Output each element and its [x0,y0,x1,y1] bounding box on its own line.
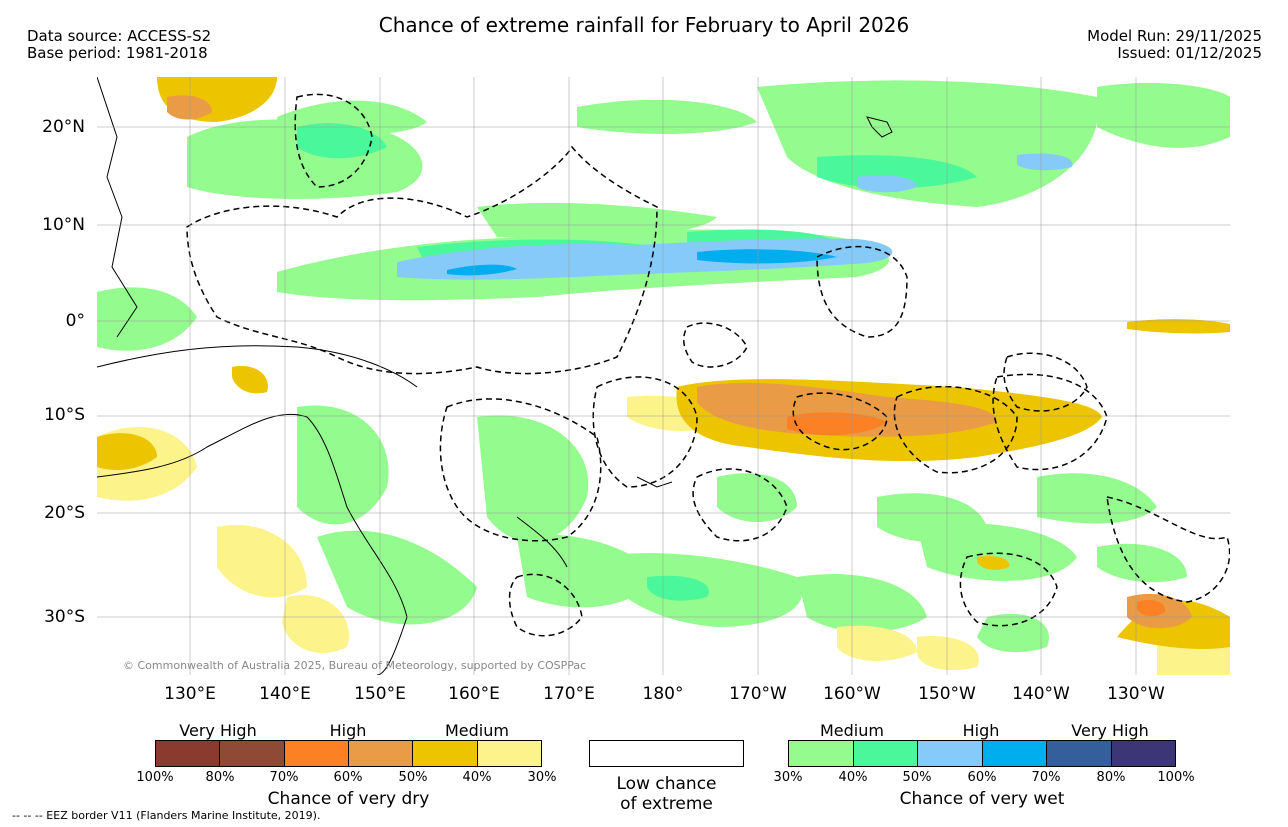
tokelau-eez [792,392,888,451]
cook-islands-eez [893,385,1018,474]
wet-swatch [853,741,918,766]
lon-label: 160°E [448,684,500,704]
low-chance-swatch [589,740,744,767]
wet-swatch [1047,741,1112,766]
lat-label: 10°S [44,405,85,425]
wet-tick: 40% [838,770,868,785]
wet-swatch [1111,741,1175,766]
lat-label: 10°N [42,215,85,235]
lon-label: 140°W [1012,684,1070,704]
graticule [97,77,1230,675]
wet-swatch [918,741,983,766]
kiribati-line-eez [816,245,908,338]
tonga-eez [692,468,788,542]
austral-eez [959,552,1058,627]
dry-swatch [156,741,221,766]
lon-label: 150°E [354,684,406,704]
wet-medium-regions [97,80,1230,653]
new-guinea-coast [97,345,418,388]
guam-eez [294,93,373,188]
lon-label: 160°W [823,684,881,704]
eez-borders [186,93,1230,637]
lat-label: 0° [65,311,85,331]
tuvalu-eez [592,376,698,488]
dry-tick: 30% [527,770,557,785]
wet-high-regions [397,153,1073,280]
dry-tick: 40% [462,770,492,785]
dry-swatch [413,741,478,766]
lat-label: 20°S [44,503,85,523]
lon-label: 130°E [164,684,216,704]
philippines-coast [97,77,138,338]
wet-caption: Chance of very wet [899,789,1065,809]
fiji-coast [636,476,673,488]
data-source: Data source: ACCESS-S2 [27,27,212,45]
wet-group-label: Medium [820,721,884,740]
wet-tick: 100% [1157,770,1195,785]
wet-tick: 60% [967,770,997,785]
lon-label: 180° [642,684,684,704]
lat-label: 20°N [42,117,85,137]
dry-tick: 80% [205,770,235,785]
rainfall-map [97,77,1230,675]
pitcairn-eez [1106,496,1230,603]
map-title: Chance of extreme rainfall for February … [378,13,910,37]
copyright-note: © Commonwealth of Australia 2025, Bureau… [123,659,587,672]
lon-label: 170°W [729,684,787,704]
dry-group-label: High [329,721,367,740]
fsm-eez [186,145,658,375]
dry-caption: Chance of very dry [267,789,430,809]
low-caption-line1: Low chance [616,774,717,794]
lon-label: 170°E [543,684,595,704]
dry-colorbar [155,740,542,767]
dry-tick: 60% [333,770,363,785]
wet-swatch [789,741,854,766]
dry-swatch [477,741,541,766]
norfolk-eez [508,573,583,637]
french-polynesia-eez [992,373,1108,471]
wet-colorbar [788,740,1176,767]
issued-date: Issued: 01/12/2025 [1117,44,1262,62]
marquesas-eez [1003,352,1088,412]
eez-footnote: -- -- -- EEZ border V11 (Flanders Marine… [12,809,321,822]
dry-swatch [220,741,285,766]
dry-group-label: Medium [445,721,509,740]
howland-eez [682,322,748,368]
dry-very-high-regions [787,412,1166,617]
lon-label: 130°W [1107,684,1165,704]
lon-label: 140°E [259,684,311,704]
hawaii-coast [866,116,893,138]
dry-tick: 50% [398,770,428,785]
model-run: Model Run: 29/11/2025 [1087,27,1262,45]
wet-tick: 80% [1096,770,1126,785]
lon-label: 150°W [918,684,976,704]
dry-tick: 70% [269,770,299,785]
wet-swatch [982,741,1047,766]
wet-tick: 50% [902,770,932,785]
dry-swatch [348,741,414,766]
solomon-eez [439,398,602,542]
wet-tick: 70% [1031,770,1061,785]
dry-swatch [284,741,349,766]
wet-tick: 30% [773,770,803,785]
lat-label: 30°S [44,607,85,627]
wet-group-label: High [962,721,1000,740]
wet-very-high-regions [447,249,837,276]
base-period: Base period: 1981-2018 [27,44,208,62]
wet-group-label: Very High [1071,721,1149,740]
dry-group-label: Very High [179,721,257,740]
dry-tick: 100% [136,770,174,785]
low-caption-line2: of extreme [620,794,713,814]
